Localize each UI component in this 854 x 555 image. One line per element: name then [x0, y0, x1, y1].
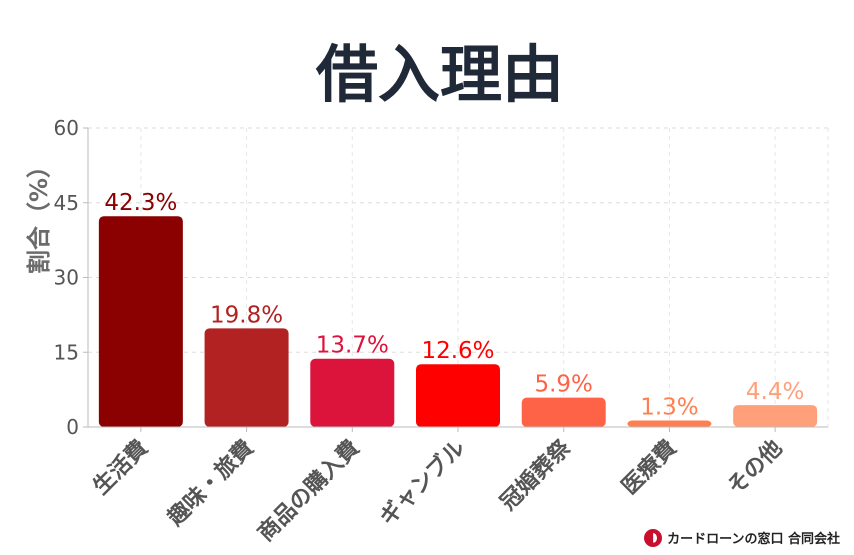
x-tick-label: 医療費	[617, 435, 682, 500]
bar-6	[627, 420, 712, 427]
bar-5	[521, 397, 606, 427]
y-tick-label: 15	[54, 340, 79, 364]
x-tick-label: 冠婚葬祭	[495, 434, 576, 515]
bars	[98, 216, 818, 427]
data-label: 12.6%	[421, 338, 494, 364]
y-tick-label: 60	[54, 116, 79, 140]
bar-4	[416, 364, 500, 427]
x-tick-label: ギャンブル	[375, 435, 471, 531]
y-axis-label: 割合（%）	[25, 154, 53, 274]
y-tick-label: 30	[54, 266, 79, 290]
brand-logo-icon	[644, 528, 663, 547]
footer-brand: カードローンの窓口 合同会社	[644, 528, 840, 547]
x-tick-label: 商品の購入費	[253, 435, 365, 547]
y-tick-label: 0	[66, 415, 79, 439]
bar-7	[733, 405, 818, 427]
bar-3	[310, 358, 395, 427]
x-tick-label: その他	[723, 436, 787, 500]
data-label: 13.7%	[316, 333, 389, 359]
data-label: 19.8%	[210, 302, 283, 328]
bar-2	[204, 328, 289, 427]
x-tick-label: 生活費	[89, 436, 153, 500]
y-tick-label: 45	[54, 191, 79, 215]
x-tick-label: 趣味・旅費	[162, 435, 259, 532]
data-labels: 42.3% 19.8% 13.7% 12.6% 5.9% 1.3% 4.4%	[104, 190, 804, 420]
y-axis-ticks: 0 15 30 45 60	[54, 116, 88, 439]
data-label: 1.3%	[640, 395, 698, 421]
data-label: 42.3%	[104, 190, 177, 216]
chart-title: 借入理由	[315, 38, 564, 111]
bar-1	[98, 216, 183, 427]
data-label: 4.4%	[746, 379, 804, 405]
data-label: 5.9%	[534, 372, 592, 398]
brand-name: カードローンの窓口 合同会社	[667, 532, 840, 547]
